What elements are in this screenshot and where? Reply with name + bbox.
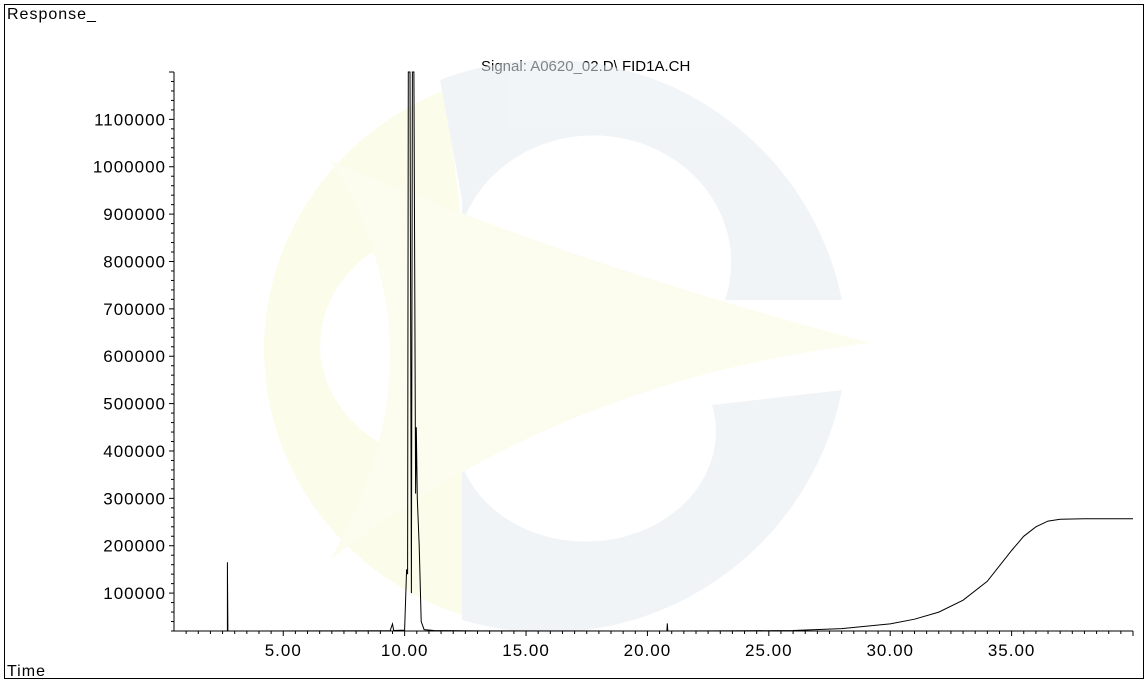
x-tick-label: 5.00 [265,641,302,660]
y-tick-label: 1100000 [94,110,166,129]
y-tick-label: 400000 [103,442,166,461]
watermark-arc-top [440,59,842,300]
x-tick-label: 25.00 [745,641,793,660]
series-line [174,71,1133,631]
x-tick-label: 15.00 [502,641,550,660]
y-tick-label: 100000 [103,584,166,603]
y-tick-label: 500000 [103,395,166,414]
watermark-wedge [330,160,870,560]
y-tick-label: 200000 [103,537,166,556]
y-tick-label: 900000 [103,205,166,224]
x-tick-label: 35.00 [988,641,1036,660]
x-tick-label: 20.00 [624,641,672,660]
x-axis-label: Time [7,663,46,680]
x-tick-label: 10.00 [381,641,429,660]
y-tick-label: 800000 [103,252,166,271]
y-tick-label: 1000000 [93,158,166,177]
chart-frame [4,4,1144,679]
x-tick-label: 30.00 [866,641,914,660]
watermark-arc-bottom [462,390,842,633]
y-axis-label: Response_ [7,6,97,23]
series-layer [174,71,1133,631]
watermark-logo [264,59,870,633]
y-tick-label: 600000 [103,347,166,366]
y-tick-label: 700000 [103,300,166,319]
ticks: 100000 200000 300000 400000 500000 600000 7000… [93,71,1134,660]
y-tick-label: 300000 [103,489,166,508]
